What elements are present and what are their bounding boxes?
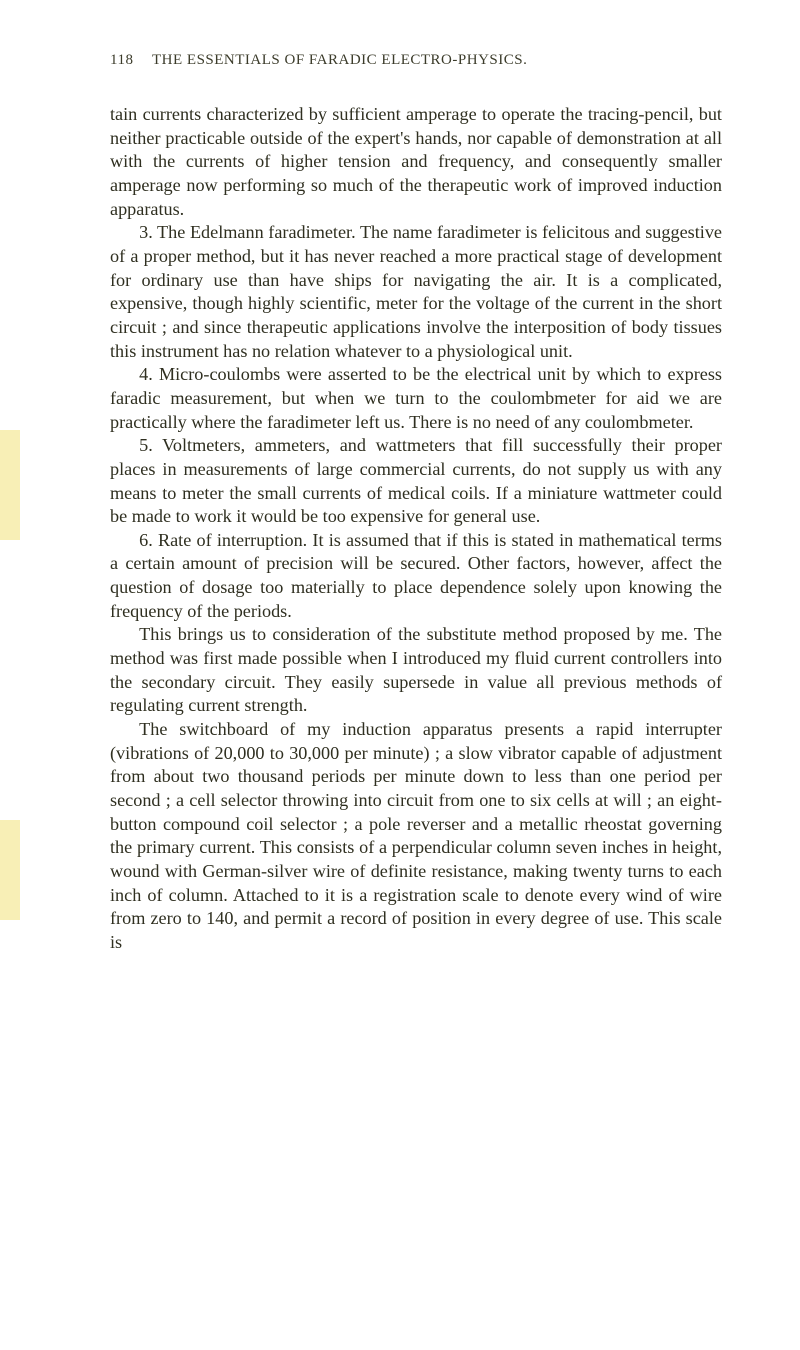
paragraph: 4. Micro-coulombs were asserted to be th…: [110, 363, 722, 434]
paragraph: tain currents characterized by sufficien…: [110, 103, 722, 221]
paragraph: 3. The Edelmann faradimeter. The name fa…: [110, 221, 722, 363]
paragraph: This brings us to consideration of the s…: [110, 623, 722, 718]
margin-highlight: [0, 820, 20, 920]
paragraph: 5. Voltmeters, ammeters, and wattmeters …: [110, 434, 722, 529]
running-title: THE ESSENTIALS OF FARADIC ELECTRO-PHYSIC…: [152, 52, 722, 69]
margin-highlight: [0, 430, 20, 540]
running-head: 118 THE ESSENTIALS OF FARADIC ELECTRO-PH…: [110, 52, 722, 69]
paragraph: 6. Rate of interruption. It is assumed t…: [110, 529, 722, 624]
paragraph: The switchboard of my induction apparatu…: [110, 718, 722, 955]
body-text: tain currents characterized by sufficien…: [110, 103, 722, 955]
page: 118 THE ESSENTIALS OF FARADIC ELECTRO-PH…: [0, 0, 800, 1350]
page-number: 118: [110, 52, 138, 69]
